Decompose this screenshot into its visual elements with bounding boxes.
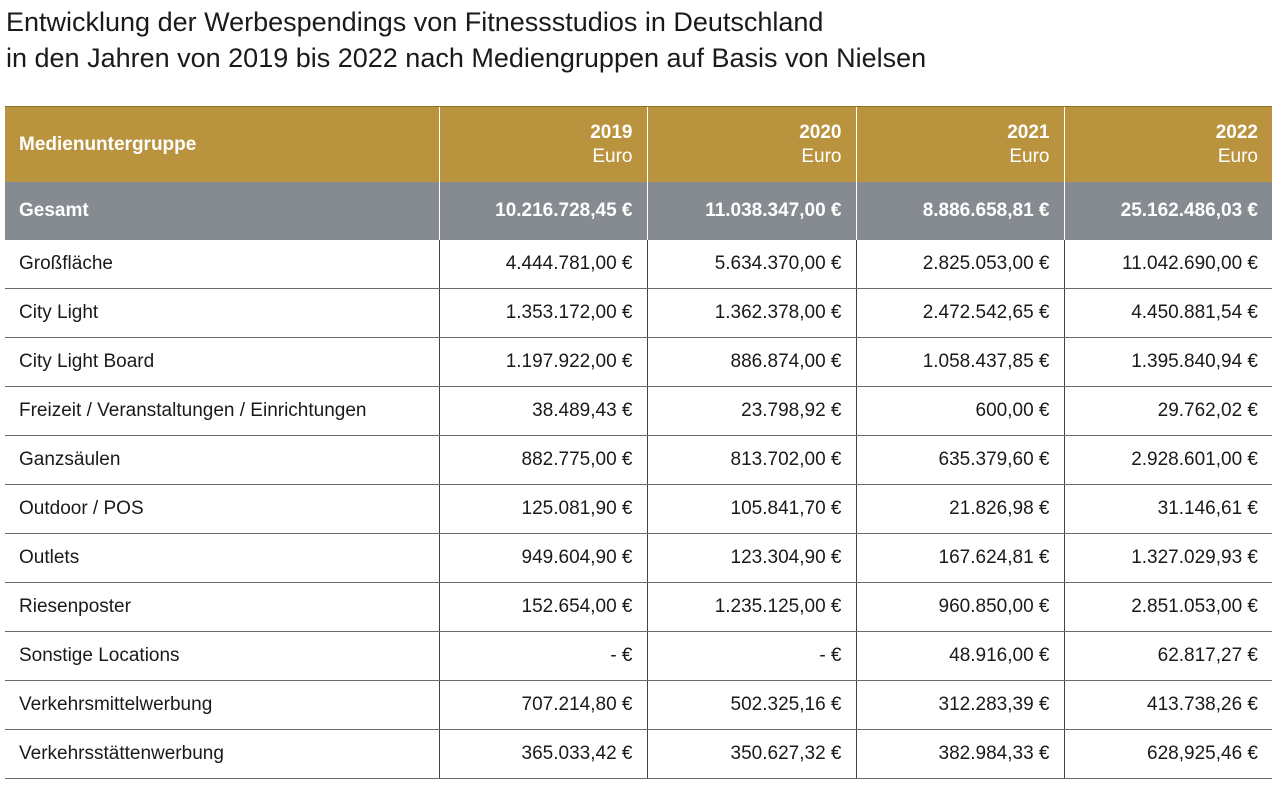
cell-2022: 413.738,26 € [1063, 680, 1272, 730]
cell-2020: 5.634.370,00 € [646, 240, 856, 289]
cell-2022: 29.762,02 € [1063, 386, 1272, 436]
table-row: Sonstige Locations - € - € 48.916,00 € 6… [5, 631, 1272, 681]
total-value-2019: 10.216.728,45 € [438, 182, 647, 240]
cell-2020: 105.841,70 € [646, 484, 856, 534]
table-row: City Light 1.353.172,00 € 1.362.378,00 €… [5, 288, 1272, 338]
cell-2021: 1.058.437,85 € [855, 337, 1064, 387]
row-label: City Light Board [5, 337, 439, 387]
cell-2020: 502.325,16 € [646, 680, 856, 730]
column-header-2019: 2019 Euro [438, 106, 647, 182]
table-row: Großfläche 4.444.781,00 € 5.634.370,00 €… [5, 240, 1272, 289]
cell-2020: 886.874,00 € [646, 337, 856, 387]
cell-2022: 2.851.053,00 € [1063, 582, 1272, 632]
title-line-1: Entwicklung der Werbespendings von Fitne… [6, 7, 824, 37]
year-label: 2020 [799, 121, 842, 143]
cell-2022: 31.146,61 € [1063, 484, 1272, 534]
table-row: Verkehrsmittelwerbung 707.214,80 € 502.3… [5, 680, 1272, 730]
row-label: Sonstige Locations [5, 631, 439, 681]
table-row: Riesenposter 152.654,00 € 1.235.125,00 €… [5, 582, 1272, 632]
cell-2019: 125.081,90 € [438, 484, 647, 534]
cell-2020: 23.798,92 € [646, 386, 856, 436]
cell-2021: 21.826,98 € [855, 484, 1064, 534]
cell-2020: 1.362.378,00 € [646, 288, 856, 338]
cell-2019: 882.775,00 € [438, 435, 647, 485]
cell-2019: - € [438, 631, 647, 681]
cell-2021: 960.850,00 € [855, 582, 1064, 632]
row-label: Freizeit / Veranstaltungen / Einrichtung… [5, 386, 439, 436]
cell-2021: 312.283,39 € [855, 680, 1064, 730]
cell-2021: 600,00 € [855, 386, 1064, 436]
cell-2022: 1.327.029,93 € [1063, 533, 1272, 583]
cell-2019: 1.353.172,00 € [438, 288, 647, 338]
unit-label: Euro [801, 145, 842, 167]
cell-2019: 707.214,80 € [438, 680, 647, 730]
chart-title: Entwicklung der Werbespendings von Fitne… [6, 4, 1266, 76]
column-header-2022: 2022 Euro [1063, 106, 1272, 182]
cell-2020: 1.235.125,00 € [646, 582, 856, 632]
unit-label: Euro [592, 145, 633, 167]
total-label: Gesamt [5, 182, 439, 240]
cell-2021: 382.984,33 € [855, 729, 1064, 779]
cell-2020: 813.702,00 € [646, 435, 856, 485]
total-value-2021: 8.886.658,81 € [855, 182, 1064, 240]
cell-2022: 2.928.601,00 € [1063, 435, 1272, 485]
cell-2019: 152.654,00 € [438, 582, 647, 632]
column-header-medienuntergruppe: Medienuntergruppe [5, 106, 439, 182]
cell-2021: 2.472.542,65 € [855, 288, 1064, 338]
cell-2020: 123.304,90 € [646, 533, 856, 583]
table-row: Verkehrsstättenwerbung 365.033,42 € 350.… [5, 729, 1272, 779]
cell-2019: 38.489,43 € [438, 386, 647, 436]
row-label: Ganzsäulen [5, 435, 439, 485]
column-header-2021: 2021 Euro [855, 106, 1064, 182]
total-row: Gesamt 10.216.728,45 € 11.038.347,00 € 8… [5, 182, 1272, 240]
year-label: 2022 [1215, 121, 1258, 143]
cell-2022: 11.042.690,00 € [1063, 240, 1272, 289]
cell-2022: 4.450.881,54 € [1063, 288, 1272, 338]
row-label: Outdoor / POS [5, 484, 439, 534]
year-label: 2021 [1007, 121, 1050, 143]
cell-2019: 365.033,42 € [438, 729, 647, 779]
row-label: Verkehrsmittelwerbung [5, 680, 439, 730]
table-row: City Light Board 1.197.922,00 € 886.874,… [5, 337, 1272, 387]
cell-2022: 62.817,27 € [1063, 631, 1272, 681]
table-row: Freizeit / Veranstaltungen / Einrichtung… [5, 386, 1272, 436]
title-line-2: in den Jahren von 2019 bis 2022 nach Med… [6, 43, 927, 73]
total-value-2020: 11.038.347,00 € [646, 182, 856, 240]
table-row: Ganzsäulen 882.775,00 € 813.702,00 € 635… [5, 435, 1272, 485]
cell-2019: 4.444.781,00 € [438, 240, 647, 289]
cell-2019: 1.197.922,00 € [438, 337, 647, 387]
cell-2020: 350.627,32 € [646, 729, 856, 779]
row-label: Großfläche [5, 240, 439, 289]
table-body: Großfläche 4.444.781,00 € 5.634.370,00 €… [5, 240, 1272, 779]
cell-2021: 635.379,60 € [855, 435, 1064, 485]
cell-2021: 167.624,81 € [855, 533, 1064, 583]
table-row: Outlets 949.604,90 € 123.304,90 € 167.62… [5, 533, 1272, 583]
cell-2022: 628,925,46 € [1063, 729, 1272, 779]
unit-label: Euro [1217, 145, 1258, 167]
year-label: 2019 [590, 121, 633, 143]
table-row: Outdoor / POS 125.081,90 € 105.841,70 € … [5, 484, 1272, 534]
column-header-2020: 2020 Euro [646, 106, 856, 182]
cell-2021: 48.916,00 € [855, 631, 1064, 681]
unit-label: Euro [1009, 145, 1050, 167]
spendings-table: Medienuntergruppe 2019 Euro 2020 Euro 20… [5, 106, 1272, 779]
row-label: Verkehrsstättenwerbung [5, 729, 439, 779]
row-label: Outlets [5, 533, 439, 583]
row-label: City Light [5, 288, 439, 338]
cell-2020: - € [646, 631, 856, 681]
total-value-2022: 25.162.486,03 € [1063, 182, 1272, 240]
cell-2021: 2.825.053,00 € [855, 240, 1064, 289]
table-header-row: Medienuntergruppe 2019 Euro 2020 Euro 20… [5, 106, 1272, 182]
cell-2022: 1.395.840,94 € [1063, 337, 1272, 387]
cell-2019: 949.604,90 € [438, 533, 647, 583]
row-label: Riesenposter [5, 582, 439, 632]
